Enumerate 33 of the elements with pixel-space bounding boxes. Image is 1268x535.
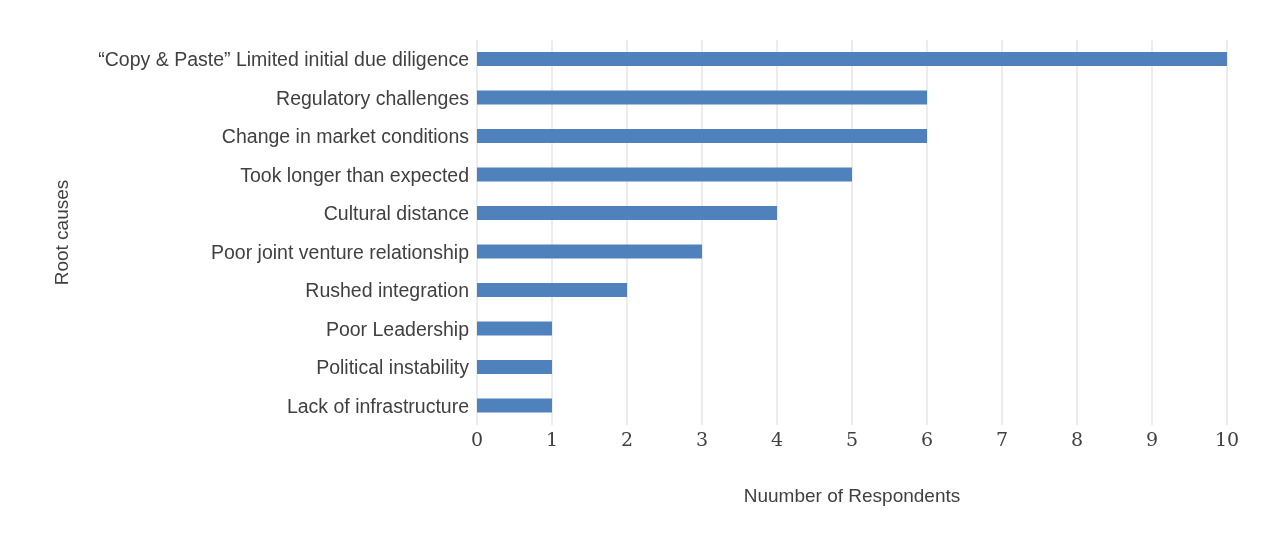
y-tick-label: Took longer than expected bbox=[240, 163, 469, 186]
y-tick-label: Regulatory challenges bbox=[276, 86, 470, 109]
x-axis-title: Nuumber of Respondents bbox=[743, 485, 961, 506]
x-tick-label: 5 bbox=[845, 428, 859, 451]
x-tick-label: 6 bbox=[920, 428, 934, 451]
x-tick-label: 9 bbox=[1145, 428, 1159, 451]
y-tick-label: Lack of infrastructure bbox=[286, 394, 469, 417]
x-tick-label: 8 bbox=[1070, 428, 1084, 451]
y-tick-label: Change in market conditions bbox=[221, 125, 470, 148]
x-tick-label: 0 bbox=[470, 428, 484, 451]
bar bbox=[477, 167, 852, 182]
y-tick-label: Poor Leadership bbox=[325, 317, 470, 340]
y-axis-title: Root causes bbox=[50, 179, 72, 286]
bar bbox=[477, 360, 552, 374]
x-tick-label: 10 bbox=[1214, 428, 1240, 451]
bar bbox=[477, 206, 777, 220]
bar bbox=[477, 129, 927, 143]
x-tick-label: 1 bbox=[545, 428, 559, 451]
bar bbox=[477, 398, 552, 413]
bar bbox=[477, 321, 552, 336]
y-tick-label: Cultural distance bbox=[323, 202, 469, 225]
bar bbox=[477, 90, 927, 105]
bar bbox=[477, 244, 702, 259]
x-tick-label: 4 bbox=[770, 428, 784, 451]
bar bbox=[477, 283, 627, 297]
x-tick-label: 7 bbox=[995, 428, 1009, 451]
bar bbox=[477, 52, 1227, 66]
y-tick-label: Political instability bbox=[316, 356, 470, 379]
x-tick-label: 3 bbox=[695, 428, 709, 451]
y-tick-label: Rushed integration bbox=[305, 279, 469, 302]
y-tick-label: “Copy & Paste” Limited initial due diligence bbox=[98, 48, 469, 71]
x-tick-label: 2 bbox=[620, 428, 634, 451]
y-tick-label: Poor joint venture relationship bbox=[211, 240, 470, 263]
